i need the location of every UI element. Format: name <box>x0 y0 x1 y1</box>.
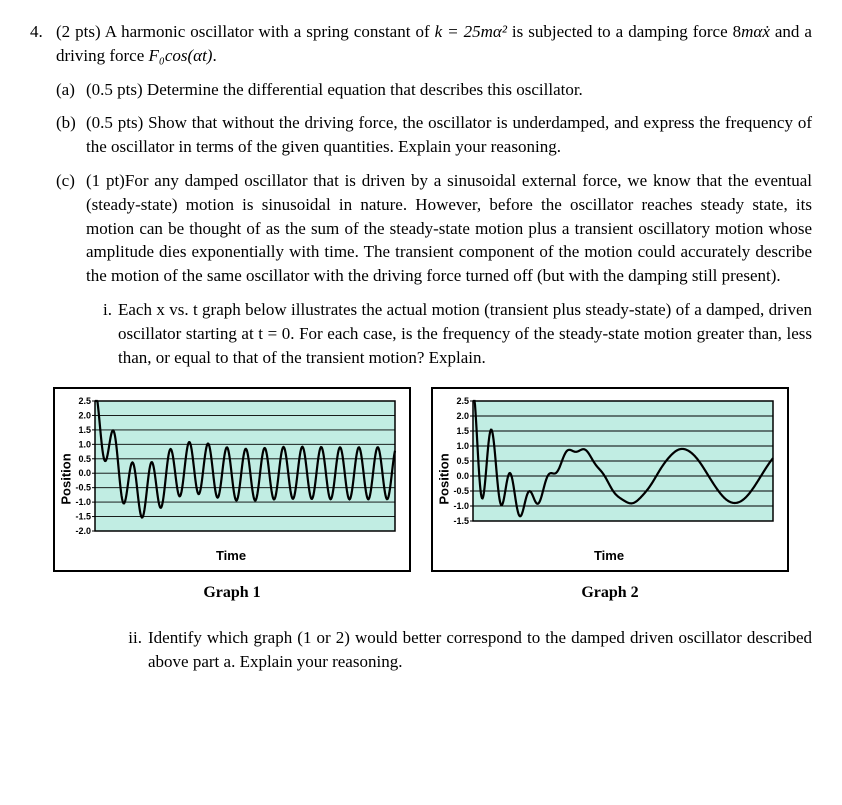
svg-text:1.0: 1.0 <box>456 441 469 451</box>
graph-1-caption: Graph 1 <box>203 582 260 604</box>
graph-1-xlabel: Time <box>61 547 401 565</box>
part-c-ii-label: ii. <box>120 626 148 674</box>
part-b-text: Show that without the driving force, the… <box>86 113 812 156</box>
part-c-i-text: Each x vs. t graph below illustrates the… <box>118 298 812 369</box>
svg-text:2.0: 2.0 <box>456 411 469 421</box>
svg-text:0.5: 0.5 <box>78 454 91 464</box>
part-b-body: (0.5 pts) Show that without the driving … <box>86 111 812 159</box>
part-c-text: For any damped oscillator that is driven… <box>86 171 812 285</box>
part-b-label: (b) <box>56 111 86 159</box>
part-c-body: (1 pt)For any damped oscillator that is … <box>86 169 812 369</box>
graphs-container: Position 2.5 2.0 1.5 1.0 0.5 0.0 -0.5 -1.0 -1.5 -… <box>30 387 812 604</box>
svg-text:-1.0: -1.0 <box>453 501 469 511</box>
part-a-text: Determine the differential equation that… <box>147 80 583 99</box>
problem-intro: (2 pts) A harmonic oscillator with a spr… <box>56 20 812 68</box>
part-c: (c) (1 pt)For any damped oscillator that… <box>56 169 812 369</box>
problem-4: 4. (2 pts) A harmonic oscillator with a … <box>30 20 812 369</box>
svg-text:0.0: 0.0 <box>456 471 469 481</box>
part-c-i: i. Each x vs. t graph below illustrates … <box>90 298 812 369</box>
intro-end: . <box>212 46 216 65</box>
part-c-ii-text: Identify which graph (1 or 2) would bett… <box>148 626 812 674</box>
svg-text:0.5: 0.5 <box>456 456 469 466</box>
part-b-pts: (0.5 pts) <box>86 113 143 132</box>
part-a-body: (0.5 pts) Determine the differential equ… <box>86 78 812 102</box>
svg-text:1.0: 1.0 <box>78 440 91 450</box>
graph-2-svg: 2.5 2.0 1.5 1.0 0.5 0.0 -0.5 -1.0 -1.5 <box>439 395 779 545</box>
svg-text:1.5: 1.5 <box>78 425 91 435</box>
svg-text:2.0: 2.0 <box>78 411 91 421</box>
svg-text:-0.5: -0.5 <box>453 486 469 496</box>
graph-1-svg: 2.5 2.0 1.5 1.0 0.5 0.0 -0.5 -1.0 -1.5 -2.0 <box>61 395 401 545</box>
problem-body: (2 pts) A harmonic oscillator with a spr… <box>56 20 812 369</box>
svg-text:-2.0: -2.0 <box>75 526 91 536</box>
graph-1-column: Position 2.5 2.0 1.5 1.0 0.5 0.0 -0.5 -1.0 -1.5 -… <box>53 387 411 604</box>
graph-2-ylabel: Position <box>436 454 454 505</box>
svg-text:-1.5: -1.5 <box>75 512 91 522</box>
svg-text:0.0: 0.0 <box>78 469 91 479</box>
graph-2-caption: Graph 2 <box>581 582 638 604</box>
problem-number: 4. <box>30 20 56 369</box>
svg-text:1.5: 1.5 <box>456 426 469 436</box>
intro-text-2: is subjected to a damping force 8 <box>507 22 741 41</box>
part-c-ii: ii. Identify which graph (1 or 2) would … <box>120 626 812 674</box>
graph-1-ylabel: Position <box>58 454 76 505</box>
part-c-ii-wrapper: ii. Identify which graph (1 or 2) would … <box>86 626 812 674</box>
part-a: (a) (0.5 pts) Determine the differential… <box>56 78 812 102</box>
intro-pts: (2 pts) <box>56 22 101 41</box>
intro-drive: F₀cos(αt) <box>149 46 213 65</box>
graph-1-box: Position 2.5 2.0 1.5 1.0 0.5 0.0 -0.5 -1.0 -1.5 -… <box>53 387 411 571</box>
part-c-i-label: i. <box>90 298 118 369</box>
part-a-pts: (0.5 pts) <box>86 80 143 99</box>
svg-text:-1.5: -1.5 <box>453 516 469 526</box>
intro-k: k = 25mα² <box>435 22 507 41</box>
part-b: (b) (0.5 pts) Show that without the driv… <box>56 111 812 159</box>
graph-2-column: Position 2.52.01.51.00.50.0-0.5-1.0-1.5 … <box>431 387 789 604</box>
svg-text:2.5: 2.5 <box>78 396 91 406</box>
graph-2-xlabel: Time <box>439 547 779 565</box>
graph-2-box: Position 2.52.01.51.00.50.0-0.5-1.0-1.5 … <box>431 387 789 571</box>
svg-text:2.5: 2.5 <box>456 396 469 406</box>
part-c-label: (c) <box>56 169 86 369</box>
svg-text:-1.0: -1.0 <box>75 497 91 507</box>
svg-text:-0.5: -0.5 <box>75 483 91 493</box>
intro-text-1: A harmonic oscillator with a spring cons… <box>105 22 435 41</box>
intro-damp: mαẋ <box>741 22 770 41</box>
part-c-pts: (1 pt) <box>86 171 125 190</box>
part-a-label: (a) <box>56 78 86 102</box>
